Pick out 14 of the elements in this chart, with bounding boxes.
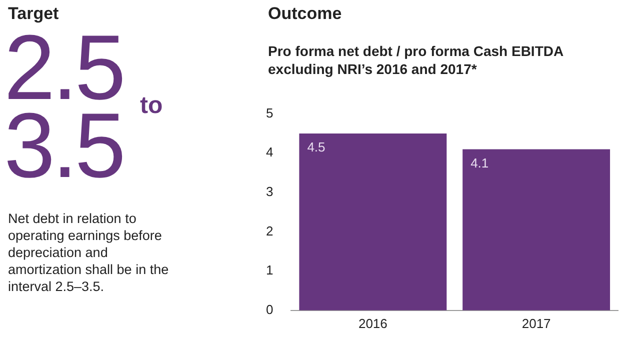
x-tick-label: 2017 bbox=[522, 316, 551, 331]
y-tick-label: 5 bbox=[266, 105, 274, 120]
y-tick-label: 2 bbox=[266, 223, 274, 238]
data-label: 4.1 bbox=[470, 155, 489, 170]
text: to bbox=[140, 92, 163, 120]
data-label: 4.5 bbox=[307, 140, 326, 155]
y-tick-label: 1 bbox=[266, 262, 274, 278]
y-tick-label: 4 bbox=[266, 144, 274, 160]
y-tick-label: 3 bbox=[266, 184, 274, 200]
y-tick-label: 0 bbox=[266, 302, 274, 317]
text: Net debt in relation to operating earnings before depreciation and amortization shall be in the interval 2.5–3.5. bbox=[8, 210, 170, 295]
x-tick-label: 2016 bbox=[358, 316, 388, 331]
chart-title: Outcome bbox=[268, 4, 342, 24]
chart-subtitle: Pro forma net debt / pro forma Cash EBITDA excluding NRI’s 2016 and 2017* bbox=[268, 42, 564, 78]
